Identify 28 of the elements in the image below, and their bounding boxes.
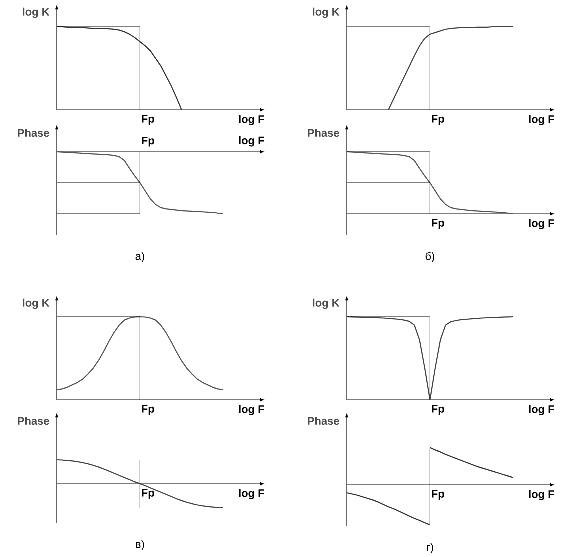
- annotation: Fp: [142, 489, 154, 500]
- text: Fp: [142, 405, 154, 416]
- text: в): [136, 540, 144, 550]
- text: Fp: [432, 219, 444, 230]
- text: Fp: [142, 136, 154, 147]
- y-axis-title: Phase: [18, 128, 50, 138]
- y-axis-title: Phase: [308, 128, 340, 138]
- x-axis-title: log F: [239, 115, 264, 126]
- text: г): [427, 543, 434, 554]
- text: а): [136, 252, 144, 262]
- x-axis-title: log F: [239, 489, 264, 500]
- text: Fp: [432, 115, 444, 126]
- annotation: Fp: [432, 490, 444, 500]
- x-axis-title: log F: [239, 405, 264, 416]
- x-axis-title: log F: [529, 115, 554, 126]
- text: Fp: [142, 115, 154, 126]
- text: б): [426, 252, 435, 263]
- x-axis-title: log F: [529, 405, 554, 416]
- y-axis-title: Phase: [308, 416, 340, 426]
- y-axis-title: log K: [313, 8, 340, 18]
- y-axis-title: log K: [23, 8, 50, 18]
- text: Fp: [432, 405, 444, 416]
- x-axis-title: log F: [529, 490, 554, 501]
- x-axis-title: log F: [529, 219, 554, 230]
- y-axis-title: log K: [23, 298, 50, 310]
- y-axis-title: Phase: [18, 416, 50, 426]
- x-axis-title: log F: [239, 136, 264, 147]
- y-axis-title: log K: [313, 298, 340, 310]
